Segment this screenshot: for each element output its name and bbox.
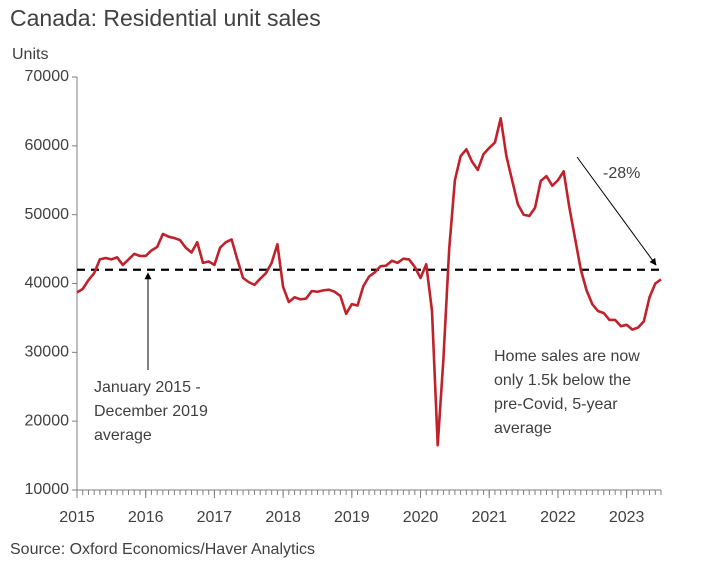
reference-label: average [94,427,152,444]
x-tick-label: 2018 [265,509,301,526]
annotation-arrow [576,156,657,266]
y-tick-label: 50000 [25,206,70,223]
y-tick-label: 70000 [25,68,70,85]
reference-label: January 2015 - [94,379,201,396]
annotation: -28% [603,165,640,182]
x-tick-label: 2019 [334,509,370,526]
y-tick-label: 10000 [25,481,70,498]
y-tick-label: 20000 [25,412,70,429]
y-tick-label: 40000 [25,275,70,292]
annotation: only 1.5k below the [494,372,631,389]
x-tick-label: 2017 [197,509,233,526]
annotation: Home sales are now [494,348,640,365]
x-tick-label: 2020 [403,509,439,526]
x-tick-label: 2023 [609,509,645,526]
annotation: pre-Covid, 5-year [494,396,618,413]
reference-label: December 2019 [94,403,208,420]
chart-title: Canada: Residential unit sales [10,5,321,31]
x-tick-label: 2021 [471,509,507,526]
y-axis-label: Units [12,46,48,63]
x-tick-label: 2015 [59,509,95,526]
x-tick-label: 2022 [540,509,576,526]
y-tick-label: 30000 [25,344,70,361]
annotation: average [494,420,552,437]
y-tick-label: 60000 [25,137,70,154]
source: Source: Oxford Economics/Haver Analytics [10,541,315,558]
data-line [76,117,662,447]
x-tick-label: 2016 [128,509,164,526]
